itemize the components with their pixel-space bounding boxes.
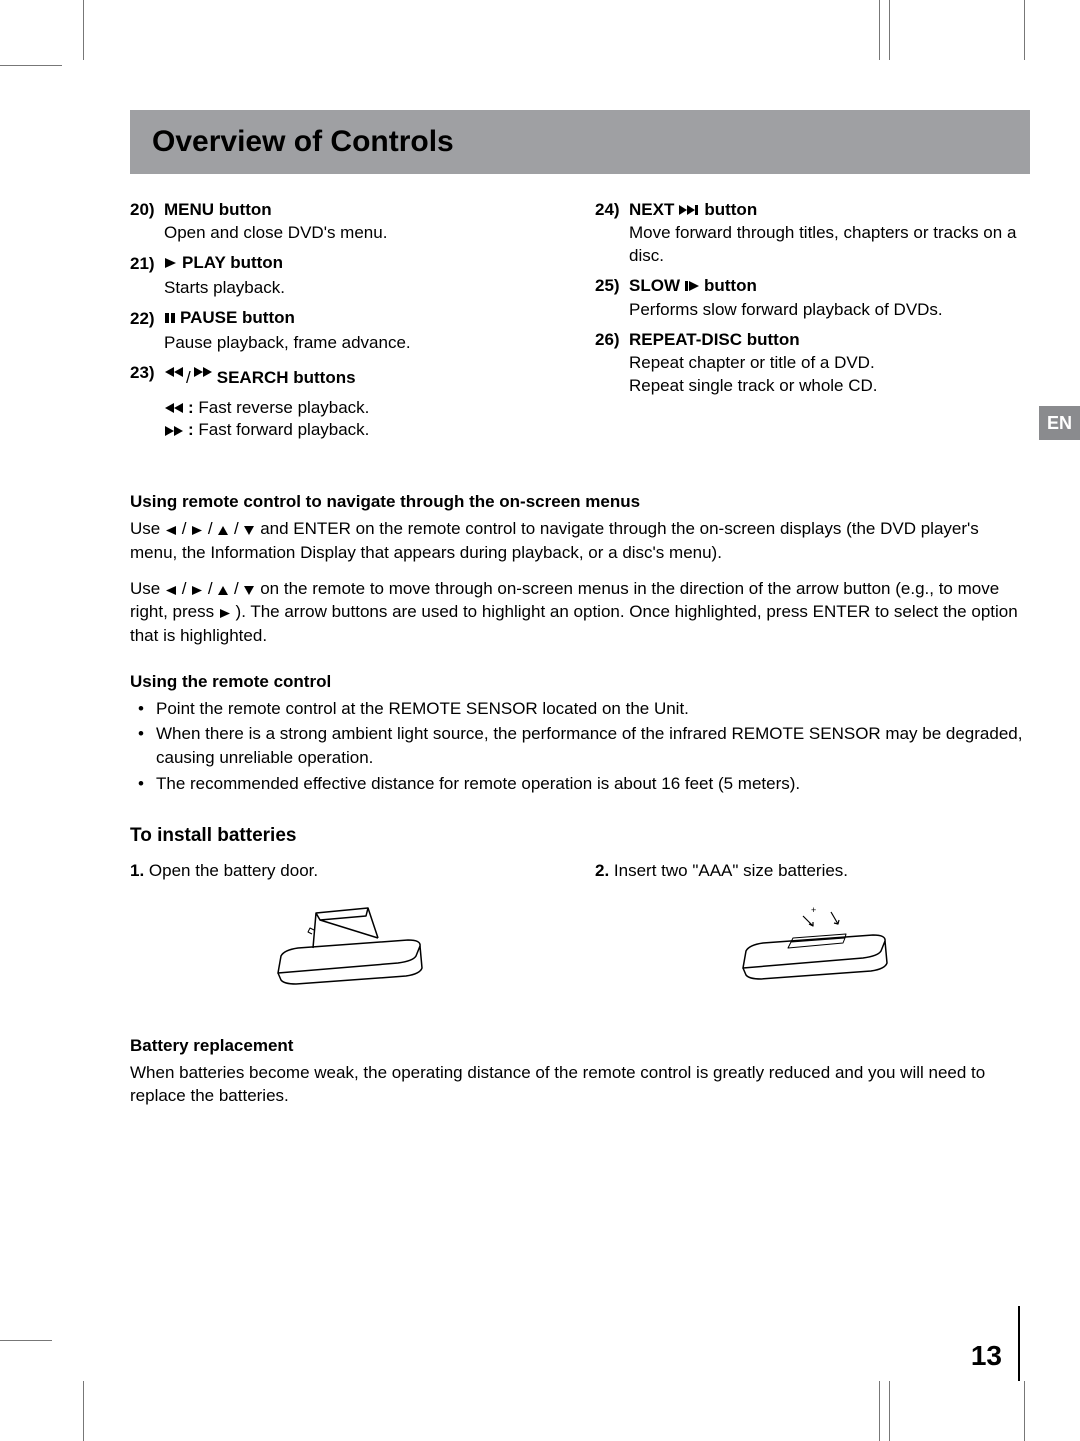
- control-label: NEXT: [629, 198, 674, 223]
- svg-text:+: +: [811, 905, 816, 915]
- install-step-1: 1. Open the battery door.: [130, 859, 565, 1004]
- remote-section: Using the remote control Point the remot…: [130, 670, 1030, 796]
- control-label-suffix: button: [704, 274, 757, 299]
- page-number: 13: [971, 1306, 1020, 1381]
- control-item: 20)MENU buttonOpen and close DVD's menu.: [130, 198, 565, 246]
- play-icon: [164, 257, 178, 269]
- control-item: 24)NEXTbuttonMove forward through titles…: [595, 198, 1030, 269]
- battery-door-image: [130, 892, 565, 1004]
- nav-section: Using remote control to navigate through…: [130, 490, 1030, 648]
- control-item: 26)REPEAT-DISC buttonRepeat chapter or t…: [595, 328, 1030, 399]
- install-section: To install batteries 1. Open the battery…: [130, 822, 1030, 1004]
- control-item: 25)SLOWbuttonPerforms slow forward playb…: [595, 274, 1030, 322]
- page-title: Overview of Controls: [152, 120, 1008, 164]
- battery-replacement-title: Battery replacement: [130, 1034, 1030, 1059]
- control-item: 23)/SEARCH buttons: [130, 361, 565, 391]
- control-item: 21)PLAY buttonStarts playback.: [130, 251, 565, 300]
- install-step-2: 2. Insert two "AAA" size batteries. +: [595, 859, 1030, 1004]
- controls-list: 20)MENU buttonOpen and close DVD's menu.…: [130, 198, 1030, 443]
- control-label: SEARCH buttons: [217, 366, 356, 391]
- control-label: PLAY button: [182, 251, 283, 276]
- control-label: PAUSE button: [180, 306, 295, 331]
- nav-section-title: Using remote control to navigate through…: [130, 490, 1030, 515]
- pause-icon: [164, 312, 176, 324]
- fastfwd-icon: [164, 425, 184, 437]
- battery-replacement-text: When batteries become weak, the operatin…: [130, 1061, 1030, 1109]
- bullet-item: Point the remote control at the REMOTE S…: [138, 697, 1030, 721]
- control-item: 22)PAUSE buttonPause playback, frame adv…: [130, 306, 565, 355]
- next-icon: [678, 204, 700, 216]
- control-label: SLOW: [629, 274, 680, 299]
- slow-icon: [684, 280, 700, 292]
- control-label: MENU button: [164, 198, 272, 223]
- nav-paragraph-2: Use / / / on the remote to move through …: [130, 577, 1030, 648]
- bullet-item: The recommended effective distance for r…: [138, 772, 1030, 796]
- nav-paragraph-1: Use / / / and ENTER on the remote contro…: [130, 517, 1030, 565]
- control-label-suffix: button: [704, 198, 757, 223]
- rewind-icon: [164, 402, 184, 414]
- remote-section-title: Using the remote control: [130, 670, 1030, 695]
- language-badge: EN: [1039, 406, 1080, 440]
- control-label: REPEAT-DISC button: [629, 328, 800, 353]
- rewind-fwd-icon: /: [164, 366, 213, 391]
- battery-replacement-section: Battery replacement When batteries becom…: [130, 1034, 1030, 1108]
- title-bar: Overview of Controls: [130, 110, 1030, 174]
- page-content: Overview of Controls 20)MENU buttonOpen …: [0, 0, 1080, 1190]
- bullet-item: When there is a strong ambient light sou…: [138, 722, 1030, 770]
- install-title: To install batteries: [130, 822, 1030, 850]
- battery-insert-image: +: [595, 892, 1030, 1004]
